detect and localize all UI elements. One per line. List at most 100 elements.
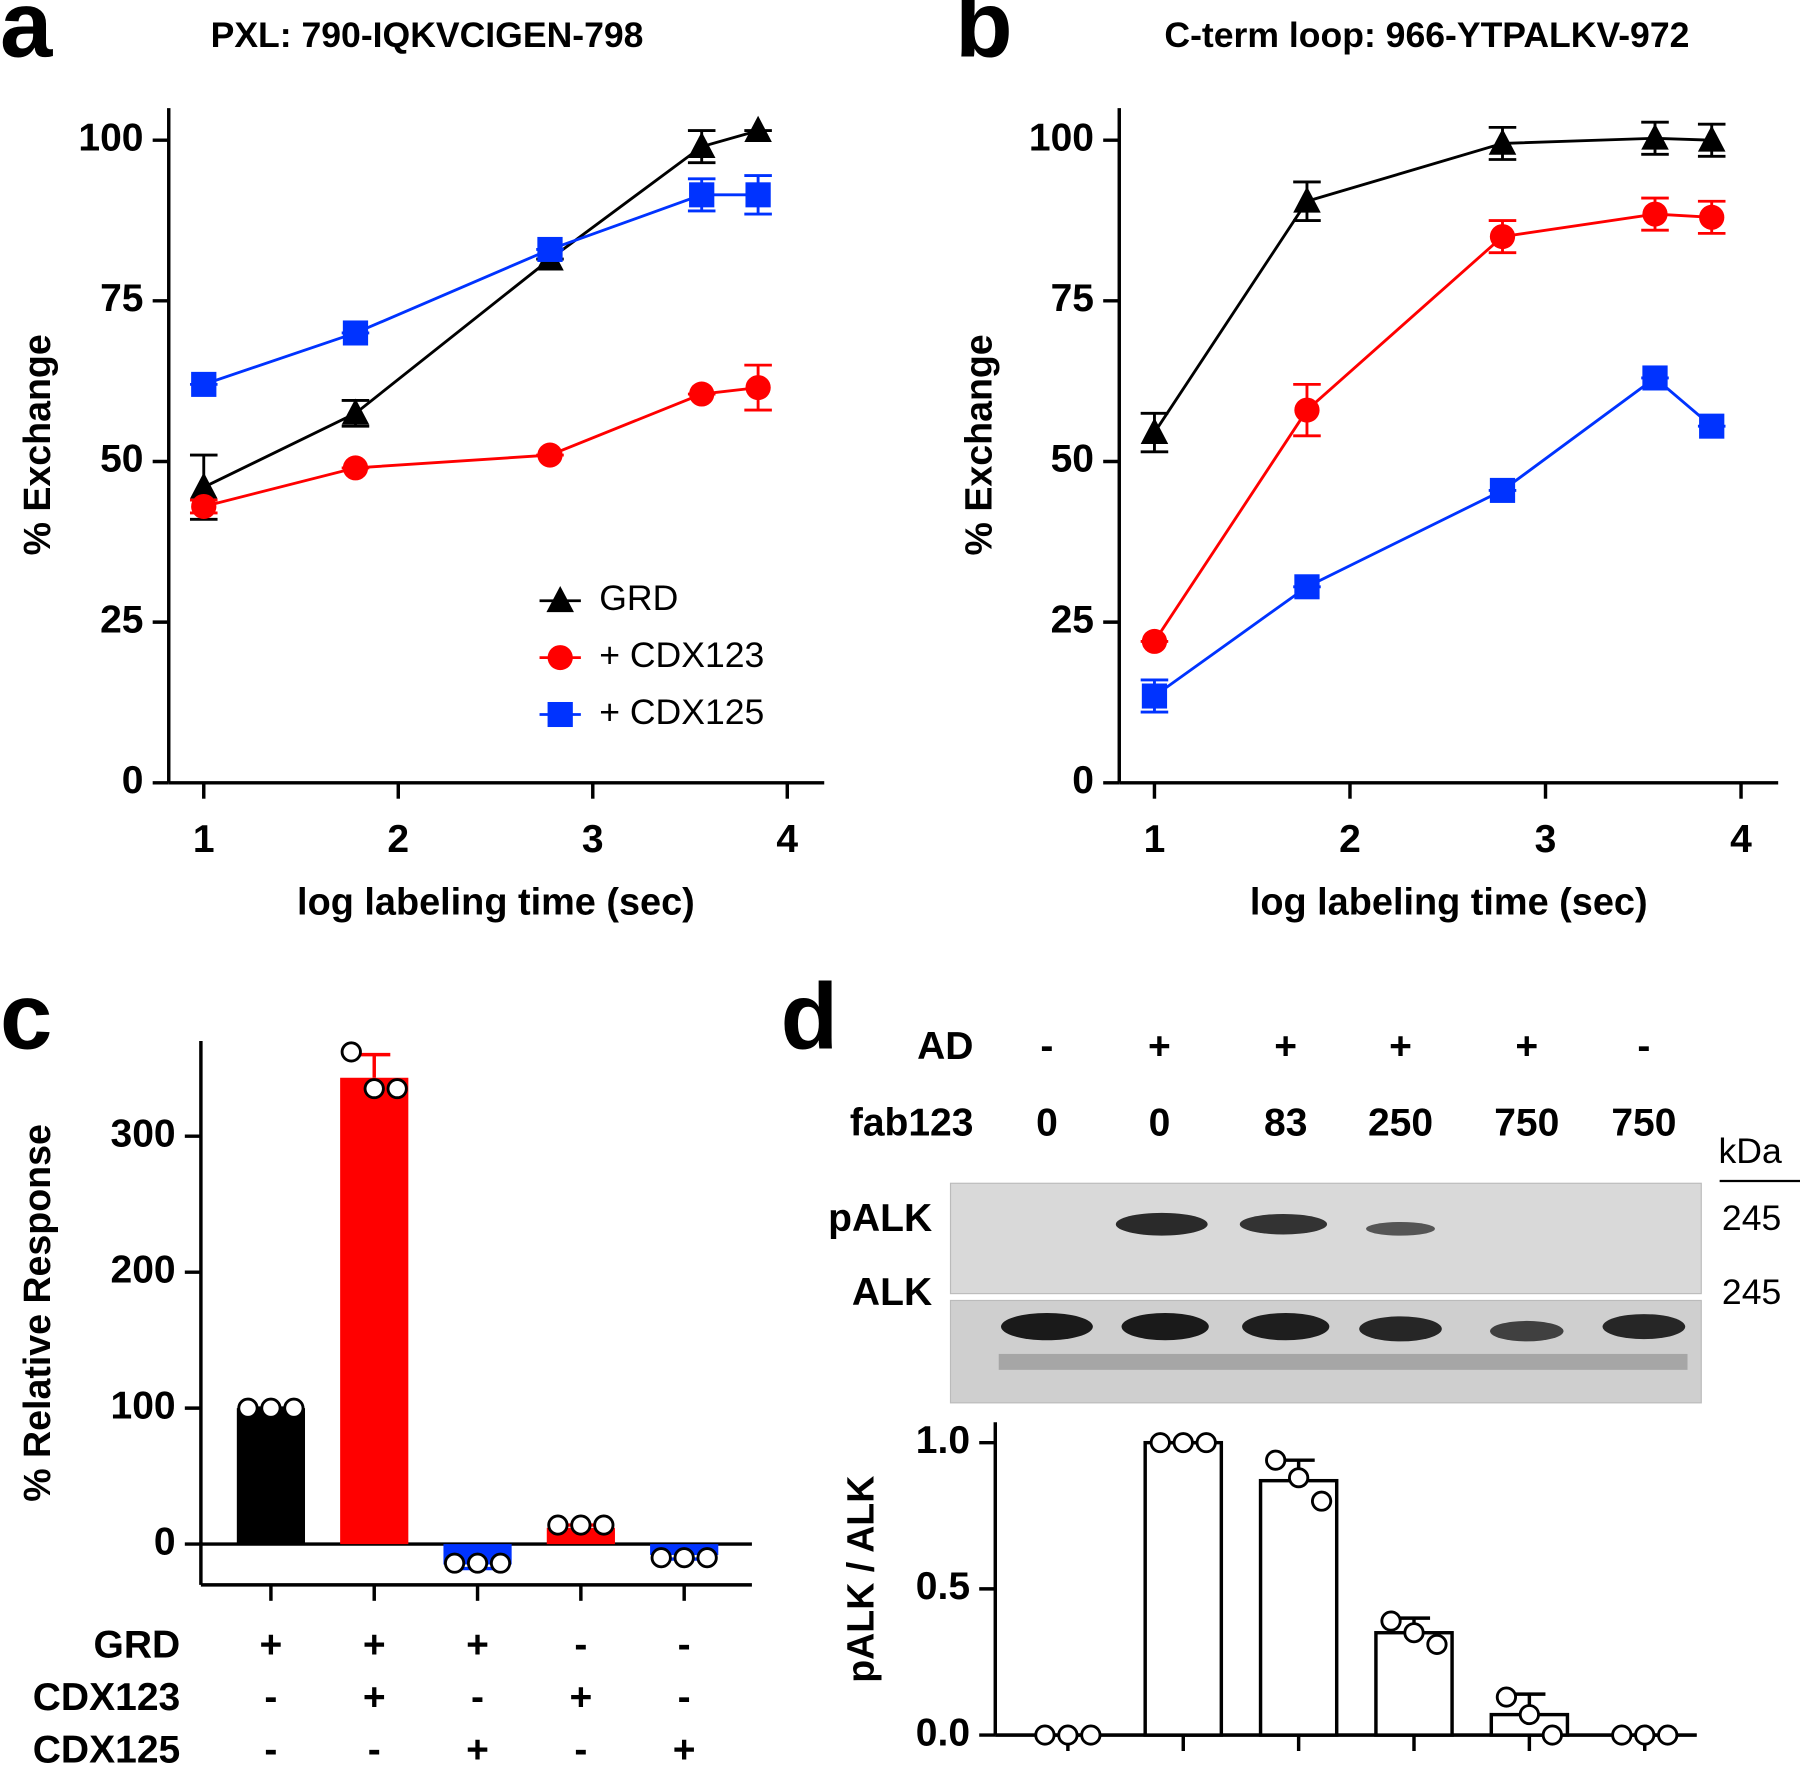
legend-label: GRD <box>599 578 678 618</box>
y-tick-label: 75 <box>1051 277 1094 320</box>
replicate-point <box>1380 1610 1402 1632</box>
series-line <box>203 193 759 386</box>
blot-row-label: AD <box>917 1025 973 1068</box>
panel-label: a <box>0 0 53 76</box>
x-tick-label: 1 <box>1144 818 1166 861</box>
legend-marker <box>546 585 574 613</box>
condition-label: GRD <box>94 1624 181 1667</box>
x-tick-label: 2 <box>1339 818 1361 861</box>
x-tick-label: 3 <box>582 818 604 861</box>
panel-label: b <box>955 0 1013 76</box>
replicate-point <box>1495 1686 1518 1708</box>
replicate-point <box>1634 1724 1656 1746</box>
replicate-point <box>489 1552 512 1574</box>
blot-row-value: - <box>1040 1025 1053 1068</box>
error-bar <box>358 1052 391 1078</box>
condition-sign: - <box>471 1676 484 1719</box>
blot-row-value: 250 <box>1368 1102 1433 1145</box>
legend-label: + CDX125 <box>599 692 764 732</box>
y-axis-label: % Exchange <box>16 334 58 555</box>
data-point <box>341 398 370 425</box>
series-line <box>203 129 759 489</box>
chart-title: C-term loop: 966-YTPALKV-972 <box>1164 15 1689 55</box>
blot-row-value: + <box>1148 1025 1171 1068</box>
data-point <box>687 131 716 159</box>
legend-marker <box>547 645 573 671</box>
condition-label: CDX123 <box>33 1676 180 1719</box>
data-point <box>1293 186 1321 213</box>
data-point <box>189 472 218 499</box>
blot-row-value: + <box>1515 1025 1538 1068</box>
series-line <box>1153 376 1713 698</box>
condition-sign: + <box>673 1729 696 1772</box>
series-line <box>1153 136 1712 434</box>
data-point <box>342 455 369 481</box>
blot-row-value: 0 <box>1036 1102 1058 1145</box>
replicate-point <box>1403 1622 1425 1644</box>
data-point <box>191 493 217 519</box>
lane-label: pALK <box>828 1197 932 1240</box>
condition-sign: - <box>678 1624 691 1667</box>
blot-row-value: + <box>1274 1025 1297 1068</box>
size-label: 245 <box>1722 1198 1781 1238</box>
condition-sign: - <box>264 1676 277 1719</box>
panel-label: c <box>0 964 52 1069</box>
data-point <box>1489 477 1516 503</box>
data-point <box>1642 365 1668 391</box>
legend-marker <box>547 701 573 728</box>
y-tick-label: 50 <box>1051 438 1094 481</box>
bar <box>236 1408 306 1545</box>
data-point <box>744 115 772 142</box>
replicate-point <box>283 1397 305 1419</box>
y-tick-label: 50 <box>100 438 143 481</box>
blot-row-value: + <box>1389 1025 1412 1068</box>
size-unit: kDa <box>1718 1131 1782 1171</box>
y-tick-label: 0 <box>154 1520 176 1563</box>
replicate-point <box>1195 1432 1217 1454</box>
data-point <box>1294 397 1320 423</box>
replicate-point <box>1657 1724 1679 1746</box>
condition-sign: - <box>574 1624 587 1667</box>
condition-sign: - <box>264 1729 277 1772</box>
replicate-point <box>443 1552 466 1574</box>
size-label: 245 <box>1722 1272 1781 1312</box>
lane-label: ALK <box>852 1271 932 1314</box>
bar <box>1258 1478 1339 1737</box>
condition-sign: + <box>260 1624 283 1667</box>
y-tick-label: 0.0 <box>916 1711 970 1754</box>
condition-sign: + <box>363 1676 386 1719</box>
replicate-point <box>1426 1633 1448 1655</box>
y-tick-label: 0 <box>122 759 144 802</box>
x-tick-label: 1 <box>193 818 215 861</box>
data-point <box>342 320 369 346</box>
data-point <box>191 371 217 397</box>
replicate-point <box>1080 1724 1102 1746</box>
y-tick-label: 0 <box>1072 759 1094 802</box>
y-tick-label: 1.0 <box>916 1419 970 1462</box>
chart-title: PXL: 790-IQKVCIGEN-798 <box>211 15 644 55</box>
replicate-point <box>1288 1467 1310 1489</box>
bar <box>340 1077 409 1545</box>
data-point <box>689 182 715 208</box>
blot-row-value: 0 <box>1149 1102 1171 1145</box>
y-tick-label: 75 <box>100 277 143 320</box>
replicate-point <box>650 1547 672 1569</box>
replicate-point <box>673 1547 695 1569</box>
data-point <box>1488 128 1517 155</box>
replicate-point <box>260 1397 282 1419</box>
data-point <box>537 442 563 468</box>
data-point <box>1697 125 1726 152</box>
data-point <box>1641 123 1669 150</box>
data-point <box>1141 628 1168 654</box>
replicate-point <box>363 1078 385 1100</box>
replicate-point <box>547 1514 569 1536</box>
panel-label: d <box>781 964 839 1069</box>
data-point <box>745 375 771 401</box>
legend-label: + CDX123 <box>599 635 764 675</box>
replicate-point <box>1541 1724 1563 1746</box>
data-point <box>1141 683 1168 709</box>
x-tick-label: 2 <box>387 818 409 861</box>
replicate-point <box>1149 1432 1171 1454</box>
